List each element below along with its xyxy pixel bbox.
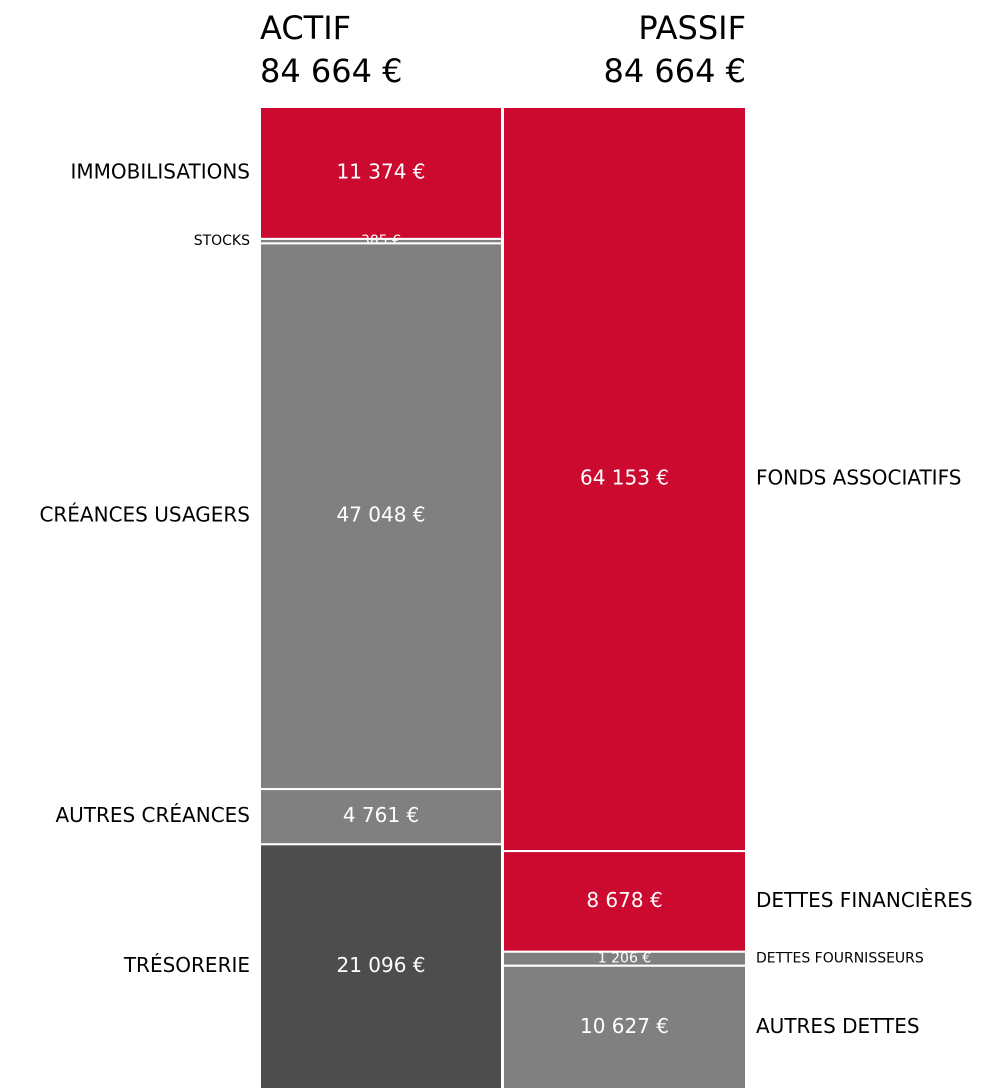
segment-value: 21 096 € xyxy=(336,953,425,977)
segment-label: TRÉSORERIE xyxy=(123,953,250,977)
segment xyxy=(502,106,747,853)
segment-value: 64 153 € xyxy=(580,466,669,490)
column-title: ACTIF xyxy=(260,9,351,47)
segment-value: 11 374 € xyxy=(336,159,425,183)
segment-value: 1 206 € xyxy=(598,951,651,967)
segment xyxy=(259,788,503,846)
segment-label: STOCKS xyxy=(194,233,250,249)
segment-label: DETTES FINANCIÈRES xyxy=(756,888,973,912)
segment-label: DETTES FOURNISSEURS xyxy=(756,951,924,967)
segment xyxy=(259,843,503,1089)
segment-label: CRÉANCES USAGERS xyxy=(39,503,250,527)
column-title: PASSIF xyxy=(638,9,746,47)
segment-value: 47 048 € xyxy=(336,503,425,527)
segment-label: FONDS ASSOCIATIFS xyxy=(756,466,961,490)
segment-value: 10 627 € xyxy=(580,1014,669,1038)
segment-label: IMMOBILISATIONS xyxy=(70,159,250,183)
segment xyxy=(259,106,503,240)
segment xyxy=(502,850,747,953)
segment-label: AUTRES CRÉANCES xyxy=(55,803,250,827)
segment-label: AUTRES DETTES xyxy=(756,1014,920,1038)
segment-value: 8 678 € xyxy=(586,888,662,912)
column-total: 84 664 € xyxy=(604,52,747,90)
segment-value: 4 761 € xyxy=(343,803,419,827)
column-total: 84 664 € xyxy=(260,52,403,90)
